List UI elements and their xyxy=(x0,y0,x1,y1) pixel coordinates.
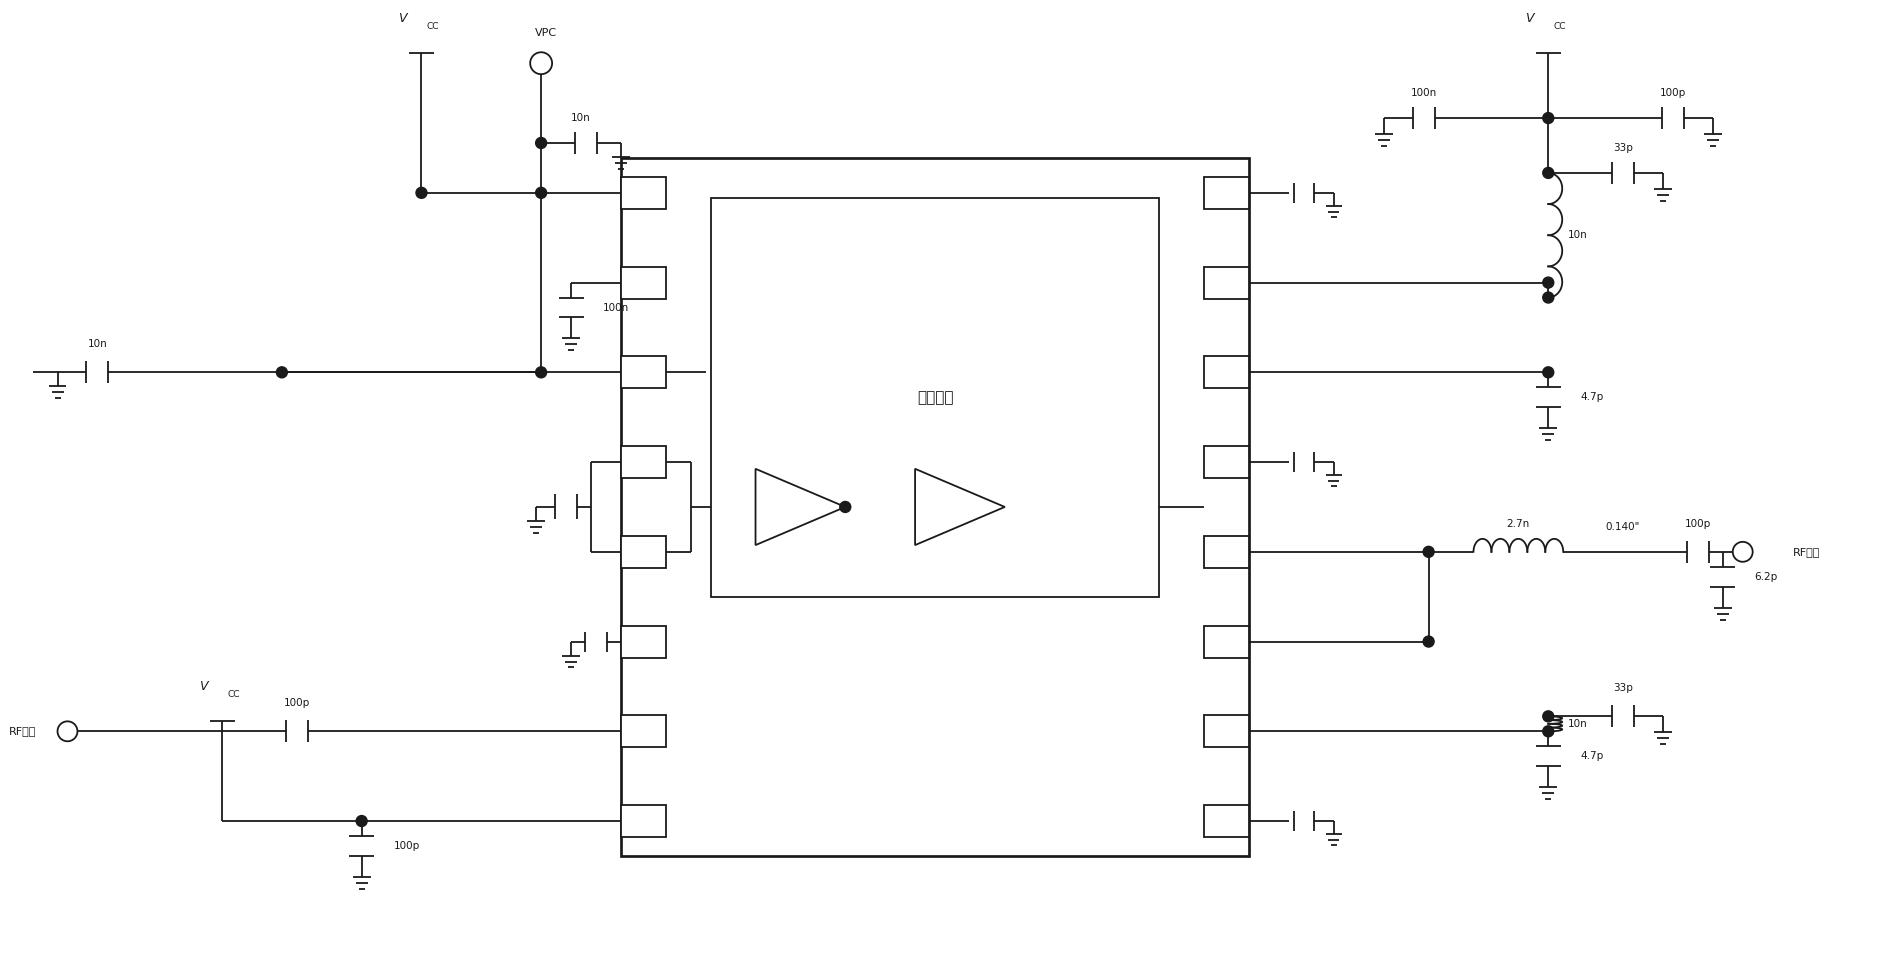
Text: 基本电路: 基本电路 xyxy=(916,390,953,404)
Circle shape xyxy=(536,138,547,149)
Bar xyxy=(1203,715,1248,747)
Bar xyxy=(1203,625,1248,658)
Text: 100p: 100p xyxy=(1658,88,1684,98)
Text: 1: 1 xyxy=(639,188,647,198)
Circle shape xyxy=(415,188,427,198)
Circle shape xyxy=(276,366,288,378)
Circle shape xyxy=(1423,636,1433,647)
Bar xyxy=(1203,177,1248,209)
Text: 8: 8 xyxy=(639,816,647,826)
Circle shape xyxy=(1423,546,1433,557)
Circle shape xyxy=(1542,277,1553,288)
Circle shape xyxy=(1542,711,1553,722)
Bar xyxy=(1203,535,1248,568)
Text: 10n: 10n xyxy=(1568,719,1587,729)
Text: 33p: 33p xyxy=(1613,143,1632,153)
Text: VPC: VPC xyxy=(534,28,556,38)
Bar xyxy=(1203,357,1248,388)
Text: 100p: 100p xyxy=(1684,519,1711,529)
Text: 15: 15 xyxy=(1220,277,1231,287)
Bar xyxy=(620,158,1248,856)
Text: $\mathit{V}$: $\mathit{V}$ xyxy=(199,680,211,694)
Text: 6.2p: 6.2p xyxy=(1754,572,1777,581)
Bar xyxy=(1203,805,1248,837)
Circle shape xyxy=(536,188,547,198)
Text: CC: CC xyxy=(1553,22,1564,31)
Text: 100p: 100p xyxy=(284,699,310,708)
Text: 11: 11 xyxy=(1220,637,1231,647)
Text: 14: 14 xyxy=(1220,367,1231,377)
Text: 4.7p: 4.7p xyxy=(1579,392,1602,403)
Text: $\mathit{V}$: $\mathit{V}$ xyxy=(1525,13,1536,25)
Text: 5: 5 xyxy=(639,547,647,557)
Text: 100n: 100n xyxy=(603,303,630,313)
Text: 2: 2 xyxy=(639,277,647,287)
Text: 12: 12 xyxy=(1220,547,1231,557)
Text: 10n: 10n xyxy=(572,113,590,123)
Circle shape xyxy=(838,501,850,512)
Text: 100p: 100p xyxy=(393,841,419,851)
Text: 6: 6 xyxy=(639,637,647,647)
Text: $\mathit{V}$: $\mathit{V}$ xyxy=(399,13,410,25)
Bar xyxy=(620,535,666,568)
Circle shape xyxy=(355,816,367,827)
Bar xyxy=(620,715,666,747)
Text: CC: CC xyxy=(227,691,239,700)
Text: 7: 7 xyxy=(639,726,647,737)
Text: 0.140": 0.140" xyxy=(1606,522,1639,531)
Text: 4.7p: 4.7p xyxy=(1579,751,1602,761)
Text: CC: CC xyxy=(427,22,438,31)
Text: 100n: 100n xyxy=(1410,88,1436,98)
Text: 16: 16 xyxy=(1220,188,1231,198)
Bar xyxy=(620,177,666,209)
Circle shape xyxy=(1542,112,1553,123)
Text: 2.7n: 2.7n xyxy=(1506,519,1528,529)
Bar xyxy=(1203,446,1248,478)
Text: 13: 13 xyxy=(1220,457,1231,467)
Circle shape xyxy=(1542,366,1553,378)
Text: RF输入: RF输入 xyxy=(9,726,36,737)
Text: 3: 3 xyxy=(639,367,647,377)
Circle shape xyxy=(1542,292,1553,303)
Bar xyxy=(620,805,666,837)
Bar xyxy=(620,625,666,658)
Bar xyxy=(620,267,666,299)
Circle shape xyxy=(536,366,547,378)
Circle shape xyxy=(1542,167,1553,179)
Text: 10: 10 xyxy=(1220,726,1231,737)
Bar xyxy=(711,197,1158,597)
Bar xyxy=(620,357,666,388)
Text: 33p: 33p xyxy=(1613,684,1632,694)
Text: 10n: 10n xyxy=(1568,231,1587,240)
Text: 9: 9 xyxy=(1224,816,1230,826)
Bar xyxy=(1203,267,1248,299)
Text: 4: 4 xyxy=(639,457,647,467)
Bar xyxy=(620,446,666,478)
Text: RF输出: RF输出 xyxy=(1792,547,1820,557)
Text: 10n: 10n xyxy=(88,339,107,350)
Circle shape xyxy=(1542,726,1553,737)
